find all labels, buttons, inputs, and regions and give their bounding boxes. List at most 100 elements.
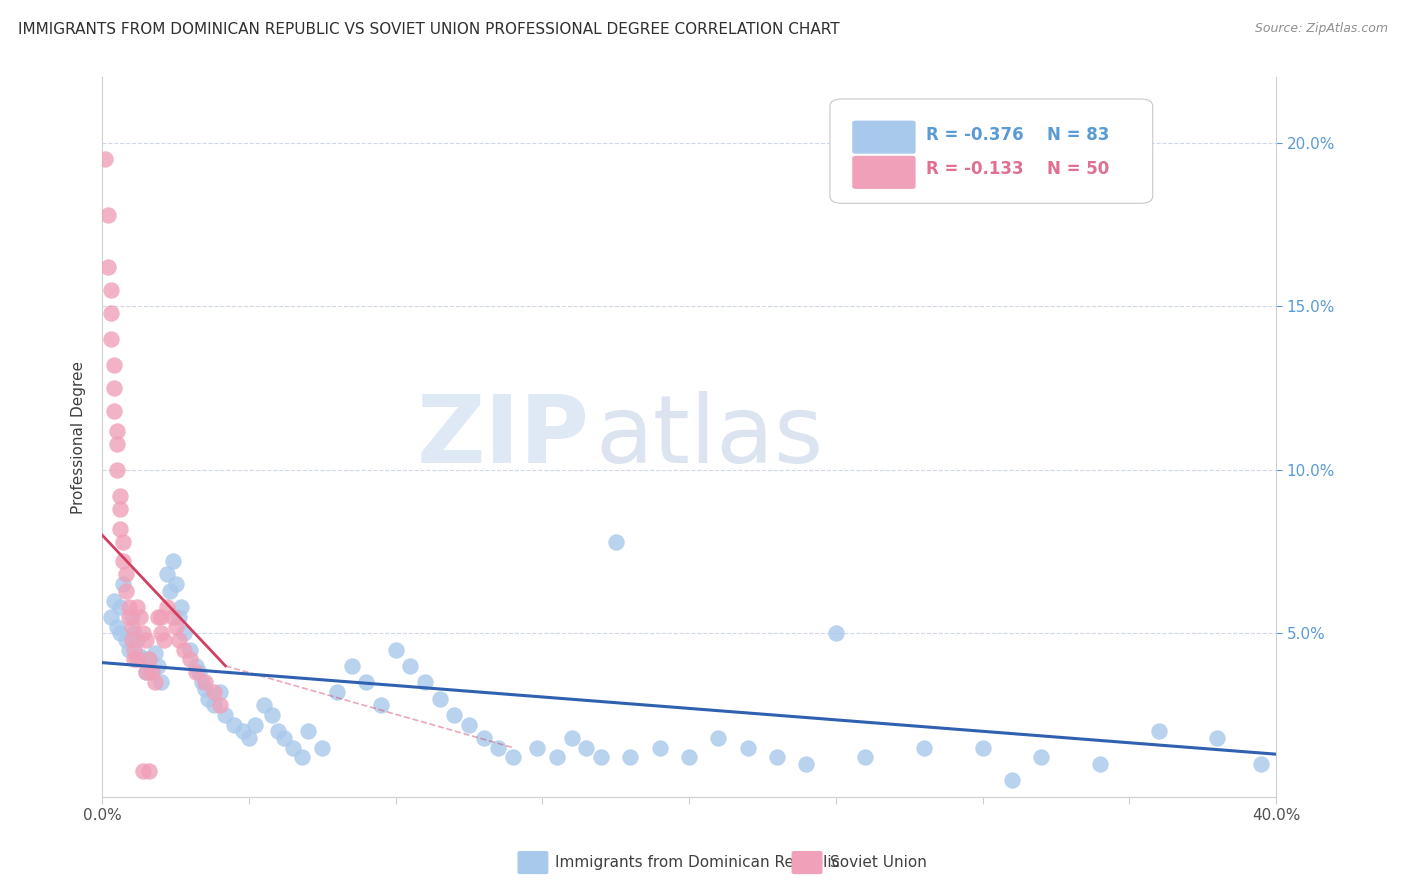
Point [429, 691, 451, 706]
Point [103, 358, 125, 372]
Text: R = -0.133: R = -0.133 [927, 161, 1024, 178]
Point [165, 620, 187, 634]
Point [132, 652, 155, 666]
Point [111, 577, 134, 591]
FancyBboxPatch shape [852, 156, 915, 189]
Point [156, 600, 179, 615]
Text: ZIP: ZIP [416, 391, 589, 483]
Point [100, 610, 122, 624]
Point [167, 610, 190, 624]
Point [141, 665, 163, 680]
Point [356, 675, 378, 690]
Point [108, 489, 131, 503]
Point [100, 306, 122, 320]
Point [108, 502, 131, 516]
Point [114, 567, 136, 582]
Point [214, 708, 236, 723]
Point [179, 652, 201, 666]
Point [100, 332, 122, 346]
Point [472, 731, 495, 745]
Point [138, 652, 160, 666]
Point [311, 740, 333, 755]
Point [162, 554, 184, 568]
Point [232, 724, 254, 739]
Point [156, 567, 179, 582]
Point [1206, 731, 1229, 745]
Point [853, 750, 876, 764]
Point [184, 659, 207, 673]
Point [121, 620, 143, 634]
Point [202, 685, 225, 699]
Point [103, 381, 125, 395]
Point [561, 731, 583, 745]
Point [149, 626, 172, 640]
Point [824, 626, 846, 640]
Point [105, 436, 128, 450]
Point [1031, 750, 1053, 764]
Point [135, 665, 157, 680]
Point [297, 724, 319, 739]
Point [707, 731, 730, 745]
Point [486, 740, 509, 755]
Point [135, 665, 157, 680]
Point [384, 642, 406, 657]
Point [103, 593, 125, 607]
Point [291, 750, 314, 764]
Point [326, 685, 349, 699]
Point [124, 652, 146, 666]
Point [153, 632, 176, 647]
Point [208, 698, 231, 713]
Point [179, 642, 201, 657]
Text: R = -0.376: R = -0.376 [927, 126, 1024, 144]
Text: atlas: atlas [595, 391, 824, 483]
Point [678, 750, 700, 764]
Point [273, 731, 295, 745]
Point [149, 610, 172, 624]
Point [94, 152, 117, 166]
Point [912, 740, 935, 755]
Point [188, 665, 211, 680]
Point [267, 724, 290, 739]
Point [184, 665, 207, 680]
Point [143, 646, 166, 660]
Point [129, 610, 152, 624]
Point [127, 652, 149, 666]
Point [129, 649, 152, 664]
Point [108, 522, 131, 536]
Point [648, 740, 671, 755]
FancyBboxPatch shape [852, 120, 915, 153]
Point [224, 718, 246, 732]
Point [399, 659, 422, 673]
Point [1250, 756, 1272, 771]
Point [194, 675, 217, 690]
Point [103, 404, 125, 418]
Point [202, 698, 225, 713]
Point [124, 626, 146, 640]
Point [766, 750, 789, 764]
Point [138, 652, 160, 666]
Point [105, 463, 128, 477]
Point [252, 698, 274, 713]
Point [458, 718, 481, 732]
Point [194, 681, 217, 696]
Point [165, 577, 187, 591]
Point [108, 600, 131, 615]
Point [138, 764, 160, 778]
Point [619, 750, 641, 764]
Point [413, 675, 436, 690]
Point [146, 610, 169, 624]
Point [105, 424, 128, 438]
Point [97, 208, 120, 222]
Point [111, 554, 134, 568]
Point [737, 740, 759, 755]
Point [1001, 773, 1024, 788]
Point [238, 731, 260, 745]
Text: Soviet Union: Soviet Union [830, 855, 927, 870]
Point [208, 685, 231, 699]
Point [281, 740, 304, 755]
Point [114, 583, 136, 598]
Point [546, 750, 568, 764]
Point [108, 626, 131, 640]
Point [141, 665, 163, 680]
Point [972, 740, 994, 755]
